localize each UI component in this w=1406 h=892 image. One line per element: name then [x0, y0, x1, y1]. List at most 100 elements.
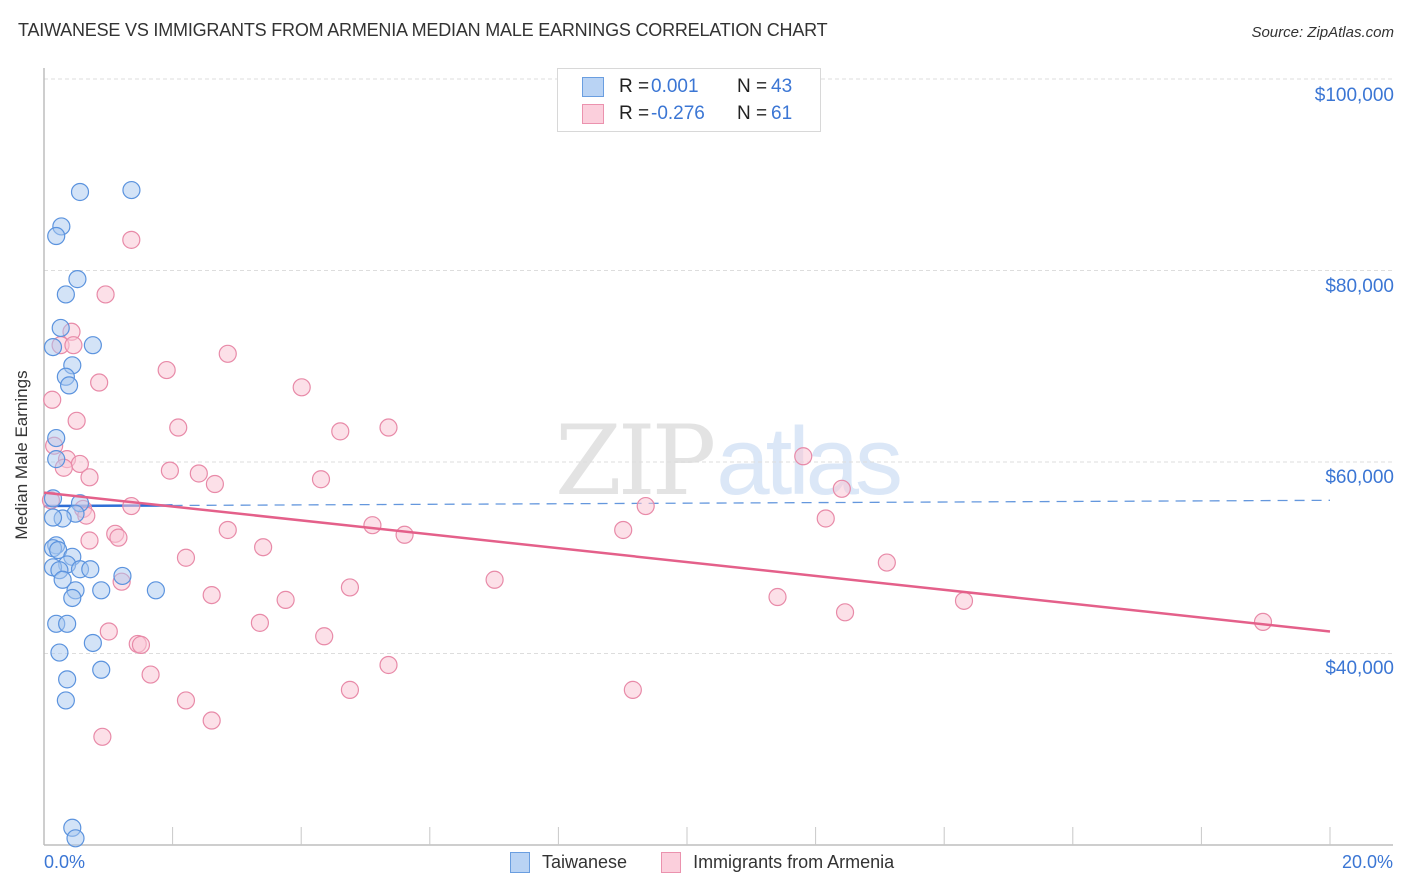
legend-row-taiwanese: R = 0.001 N = 43: [582, 75, 792, 99]
data-point: [292, 378, 311, 397]
data-point: [56, 285, 75, 304]
y-tick-label: $80,000: [1325, 276, 1394, 297]
taiwanese-swatch-icon: [582, 77, 604, 97]
data-point: [141, 665, 160, 684]
data-point: [56, 691, 75, 710]
data-point: [160, 461, 179, 480]
data-point: [218, 344, 237, 363]
data-point: [80, 468, 99, 487]
taiwanese-points: [43, 180, 165, 848]
data-point: [202, 711, 221, 730]
data-point: [58, 614, 77, 633]
data-point: [47, 450, 66, 469]
legend-row-armenia: R = -0.276 N = 61: [582, 102, 792, 126]
data-point: [218, 520, 237, 540]
data-point: [794, 447, 813, 466]
data-point: [379, 655, 398, 675]
data-point: [43, 338, 63, 357]
data-point: [113, 566, 132, 586]
data-point: [80, 531, 99, 550]
y-axis-label: Median Male Earnings: [12, 370, 31, 540]
n-label: N =: [737, 76, 768, 97]
data-point: [122, 180, 141, 200]
data-point: [66, 829, 85, 848]
data-point: [315, 627, 334, 646]
data-point: [311, 470, 331, 489]
r-label: R =: [619, 76, 650, 97]
x-tick-label: 20.0%: [1341, 852, 1393, 872]
armenia-swatch-icon: [582, 104, 604, 124]
data-point: [276, 590, 295, 609]
legend-label: Taiwanese: [542, 852, 628, 872]
trend-solid: [43, 504, 173, 508]
data-point: [81, 560, 100, 579]
data-point: [485, 570, 504, 589]
r-value: -0.276: [651, 103, 705, 124]
legend-item-taiwanese[interactable]: Taiwanese: [510, 852, 627, 873]
data-point: [68, 270, 87, 289]
y-tick-label: $60,000: [1325, 467, 1394, 488]
data-point: [92, 660, 111, 679]
data-point: [189, 464, 208, 483]
data-point: [58, 670, 77, 689]
n-value: 43: [771, 76, 793, 97]
data-point: [67, 411, 86, 430]
data-point: [43, 390, 62, 409]
n-label: N =: [737, 103, 768, 124]
series-legend: Taiwanese Immigrants from Armenia: [510, 852, 928, 873]
data-point: [99, 622, 118, 641]
data-point: [1253, 612, 1273, 632]
data-point: [51, 318, 70, 338]
data-point: [131, 635, 151, 654]
data-point: [70, 182, 90, 202]
legend-item-armenia[interactable]: Immigrants from Armenia: [661, 852, 894, 873]
data-point: [636, 496, 655, 516]
armenia-points: [41, 230, 1273, 746]
data-point: [768, 587, 787, 607]
correlation-legend: R = 0.001 N = 43 R = -0.276 N = 61: [557, 68, 821, 132]
data-point: [835, 603, 855, 622]
data-point: [47, 226, 66, 246]
data-point: [64, 336, 83, 355]
data-point: [63, 588, 82, 608]
taiwanese-trend-line: [43, 499, 1331, 508]
data-point: [254, 538, 273, 557]
r-label: R =: [619, 103, 650, 124]
data-point: [250, 613, 270, 632]
data-point: [157, 360, 176, 380]
data-point: [623, 680, 642, 699]
legend-label: Immigrants from Armenia: [693, 852, 895, 872]
data-point: [47, 428, 66, 448]
data-point: [176, 691, 196, 710]
data-point: [90, 373, 109, 392]
data-point: [816, 509, 835, 528]
armenia-trend-line: [43, 491, 1331, 633]
gridlines: [44, 78, 1393, 654]
data-point: [176, 548, 196, 567]
data-point: [146, 581, 165, 600]
data-point: [954, 591, 974, 610]
data-point: [832, 479, 851, 498]
data-point: [96, 285, 115, 304]
data-point: [43, 508, 63, 527]
data-point: [59, 376, 79, 395]
n-value: 61: [771, 103, 793, 124]
data-point: [340, 680, 360, 699]
source-credit: Source: ZipAtlas.com: [1251, 24, 1394, 41]
data-point: [122, 230, 141, 249]
data-point: [169, 418, 188, 437]
trend-dashed: [172, 499, 1331, 507]
chart-title: TAIWANESE VS IMMIGRANTS FROM ARMENIA MED…: [18, 20, 828, 40]
data-point: [379, 418, 398, 437]
data-point: [877, 553, 896, 572]
y-tick-label: $40,000: [1325, 658, 1394, 679]
data-point: [363, 516, 382, 535]
data-point: [53, 570, 72, 589]
y-tick-label: $100,000: [1314, 85, 1394, 106]
data-point: [205, 474, 224, 494]
data-point: [83, 336, 102, 355]
data-point: [83, 633, 102, 653]
armenia-swatch-icon: [661, 852, 682, 873]
data-point: [92, 581, 111, 600]
